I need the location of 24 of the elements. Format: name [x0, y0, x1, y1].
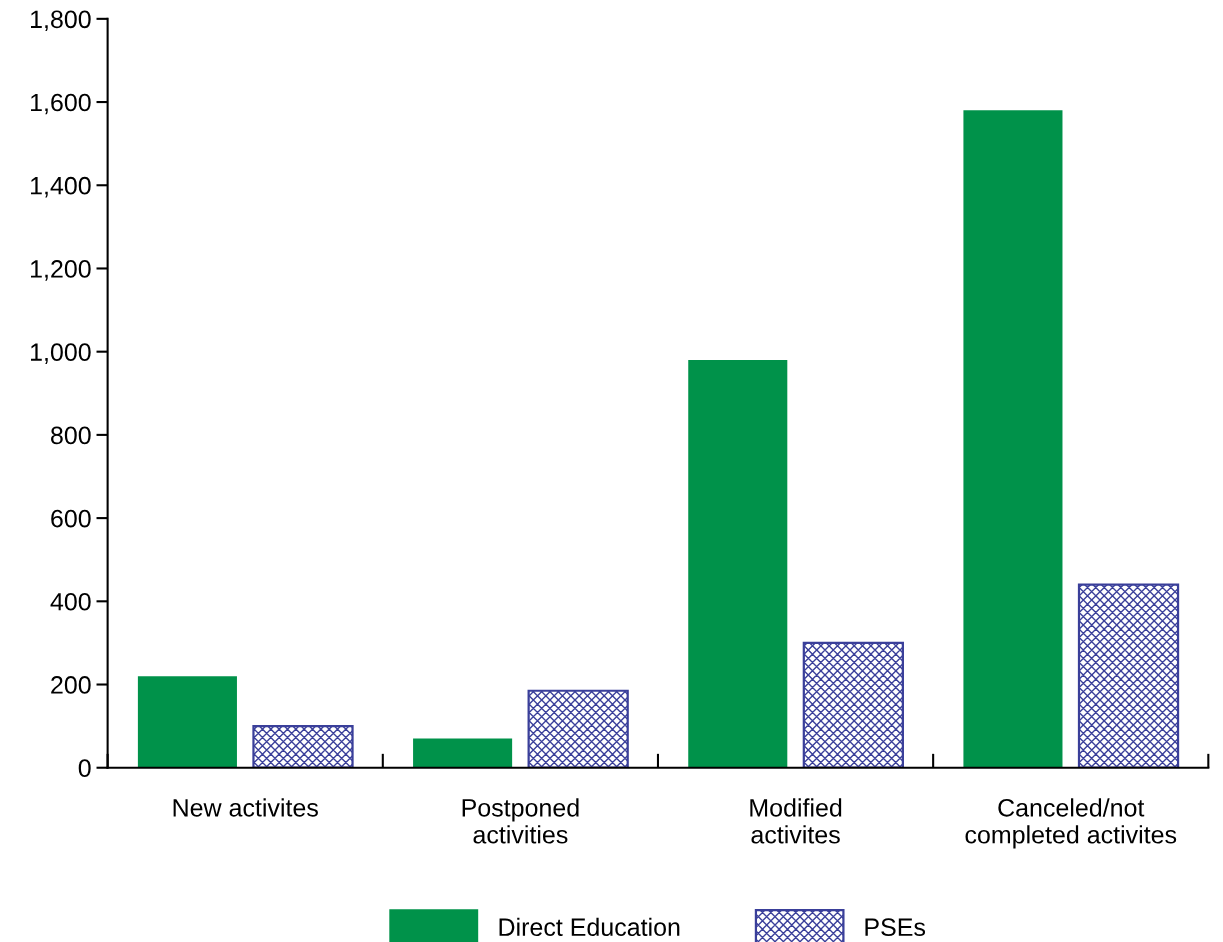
x-tick-label: Modified activites	[750, 798, 842, 844]
y-tick-label: 600	[51, 509, 91, 528]
x-tick-label: New activites	[173, 798, 318, 817]
y-tick-label: 400	[50, 592, 91, 611]
x-tick-label: Postponed activities	[462, 798, 579, 844]
bar	[137, 676, 237, 768]
y-tick-label: 800	[51, 426, 91, 445]
y-tick-label: 200	[51, 676, 91, 694]
legend-label: PSEs	[865, 918, 926, 937]
y-tick-label: 1,200	[31, 260, 91, 281]
bar	[252, 725, 354, 768]
legend-label: Direct Education	[499, 917, 680, 937]
y-tick-label: 0	[78, 759, 91, 778]
bar	[963, 110, 1063, 768]
bar	[1077, 583, 1180, 768]
y-tick-label: 1,000	[31, 343, 91, 364]
bar	[802, 641, 904, 768]
x-tick-label: Canceled/not completed activites	[965, 798, 1177, 849]
bar	[413, 738, 513, 768]
y-tick-label: 1,600	[31, 93, 91, 115]
y-tick-label: 1,800	[31, 10, 91, 32]
bar	[527, 689, 629, 768]
y-tick-label: 1,400	[31, 176, 91, 198]
bar	[688, 360, 788, 768]
